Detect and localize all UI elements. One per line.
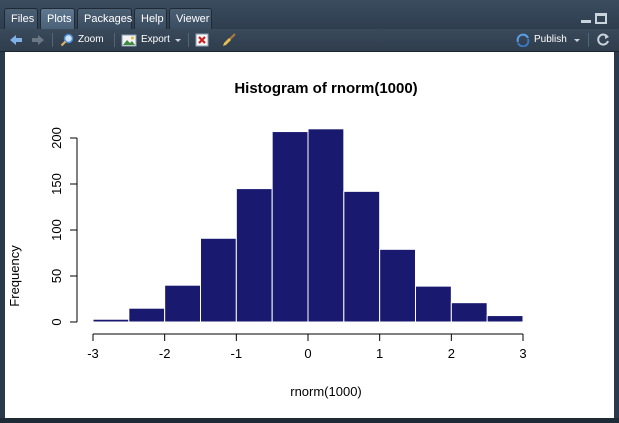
- broom-icon[interactable]: [222, 33, 237, 47]
- histogram-bar: [450, 302, 488, 323]
- x-tick-label: 0: [304, 346, 311, 361]
- tab-packages[interactable]: Packages: [77, 8, 132, 29]
- x-axis-label: rnorm(1000): [290, 384, 362, 399]
- toolbar-separator: [188, 33, 189, 47]
- maximize-pane-button[interactable]: [595, 13, 607, 24]
- histogram-bar: [164, 284, 202, 323]
- toolbar-separator: [588, 33, 589, 47]
- image-export-icon[interactable]: [121, 33, 137, 47]
- tab-plots[interactable]: Plots: [40, 8, 75, 29]
- chart-title: Histogram of rnorm(1000): [234, 80, 417, 97]
- histogram-bar: [235, 188, 273, 323]
- x-tick-label: 2: [448, 346, 455, 361]
- magnifier-icon[interactable]: [60, 33, 74, 47]
- publish-icon[interactable]: [516, 33, 530, 47]
- histogram-bar: [271, 131, 309, 323]
- chevron-down-icon[interactable]: [175, 39, 181, 42]
- arrow-left-icon[interactable]: [9, 33, 23, 47]
- refresh-icon[interactable]: [596, 33, 610, 47]
- histogram-bar: [343, 190, 381, 323]
- histogram-bar: [307, 128, 345, 323]
- y-tick-label: 50: [49, 269, 64, 283]
- zoom-button[interactable]: Zoom: [78, 34, 104, 45]
- y-tick-label: 200: [49, 127, 64, 149]
- tab-help[interactable]: Help: [134, 8, 167, 29]
- x-tick-label: 1: [376, 346, 383, 361]
- export-button[interactable]: Export: [141, 34, 170, 45]
- y-tick-label: 150: [49, 173, 64, 195]
- y-axis-label: Frequency: [7, 245, 22, 307]
- minimize-pane-button[interactable]: [580, 13, 592, 24]
- histogram-bar: [486, 315, 524, 323]
- tab-viewer[interactable]: Viewer: [169, 8, 212, 29]
- histogram-chart: Histogram of rnorm(1000) Frequency rnorm…: [7, 80, 527, 399]
- x-tick-label: -1: [231, 346, 243, 361]
- histogram-bar: [379, 248, 416, 323]
- chevron-down-icon[interactable]: [574, 39, 580, 42]
- toolbar-separator: [52, 33, 53, 47]
- x-tick-label: -2: [159, 346, 171, 361]
- plot-viewer: Histogram of rnorm(1000) Frequency rnorm…: [5, 52, 614, 418]
- tab-files[interactable]: Files: [4, 8, 38, 29]
- plots-toolbar: Zoom Export Publish: [0, 29, 619, 52]
- remove-plot-icon[interactable]: [195, 33, 210, 47]
- histogram-bar: [92, 318, 130, 323]
- histogram-bar: [128, 307, 166, 323]
- x-tick-label: -3: [87, 346, 99, 361]
- histogram-bar: [200, 237, 237, 323]
- y-tick-label: 0: [49, 318, 64, 325]
- histogram-bar: [415, 285, 452, 323]
- toolbar-separator: [114, 33, 115, 47]
- pane-tab-bar: Files Plots Packages Help Viewer: [0, 0, 619, 30]
- y-tick-label: 100: [49, 219, 64, 241]
- publish-button[interactable]: Publish: [534, 34, 567, 45]
- arrow-right-icon[interactable]: [31, 33, 45, 47]
- x-tick-label: 3: [519, 346, 526, 361]
